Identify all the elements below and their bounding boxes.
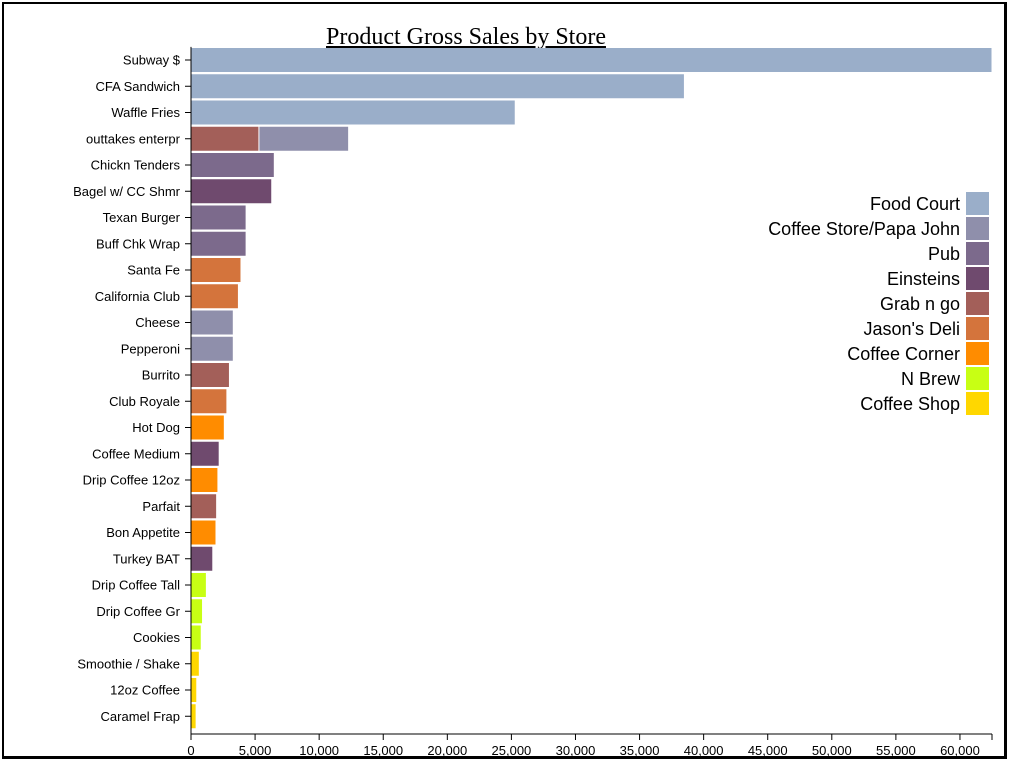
- legend-swatch-coffee-corner: [966, 342, 989, 365]
- bar-santa-fe-jason-s-deli: [191, 258, 241, 282]
- bar-chart: Subway $ CFA Sandwich Waffle Fries outtakes…: [73, 46, 993, 756]
- bar-smoothie-shake-coffee-shop: [191, 651, 199, 676]
- x-tick-label: 40,000: [684, 743, 724, 756]
- y-tick-label: Santa Fe: [127, 263, 180, 278]
- x-tick-label: 55,000: [876, 743, 916, 756]
- bar-subway-food-court: [191, 48, 992, 72]
- x-tick-label: 15,000: [363, 743, 403, 756]
- legend-label-food-court: Food Court: [870, 194, 960, 214]
- y-tick-label: Pepperoni: [121, 341, 180, 356]
- bar-turkey-bat-einsteins: [191, 546, 213, 571]
- bar-texan-burger-pub: [191, 205, 246, 230]
- x-tick-label: 60,000: [940, 743, 980, 756]
- y-tick-label: Turkey BAT: [113, 551, 180, 566]
- bar-drip-coffee-tall-n-brew: [191, 573, 206, 597]
- x-tick-label: 5,000: [239, 743, 272, 756]
- y-tick-label: Parfait: [142, 499, 180, 514]
- x-tick-label: 20,000: [427, 743, 467, 756]
- x-tick-label: 0: [187, 743, 194, 756]
- y-tick-label: Drip Coffee Gr: [96, 604, 180, 619]
- bar-bon-appetite-coffee-corner: [191, 520, 216, 545]
- bars-layer: [191, 48, 992, 729]
- y-tick-label: Waffle Fries: [111, 105, 180, 120]
- y-tick-label: CFA Sandwich: [95, 79, 180, 94]
- y-tick-label: outtakes enterpr: [86, 131, 181, 146]
- y-tick-label: Subway $: [123, 53, 181, 68]
- x-tick-label: 35,000: [620, 743, 660, 756]
- legend-label-coffee-shop: Coffee Shop: [860, 394, 960, 414]
- chart-title: Product Gross Sales by Store: [326, 24, 606, 50]
- y-tick-label: 12oz Coffee: [110, 683, 180, 698]
- bar-parfait-grab-n-go: [191, 494, 217, 519]
- y-tick-label: Hot Dog: [132, 420, 180, 435]
- bar-drip-coffee-12oz-coffee-corner: [191, 468, 218, 492]
- bar-cheese-coffee-store-papa-john: [191, 310, 233, 335]
- bar-club-royale-jason-s-deli: [191, 389, 227, 414]
- bar-burrito-grab-n-go: [191, 363, 229, 387]
- bar-waffle-fries-food-court: [191, 100, 515, 125]
- y-tick-label: California Club: [95, 289, 180, 304]
- y-tick-label: Buff Chk Wrap: [96, 236, 180, 251]
- legend-label-pub: Pub: [928, 244, 960, 264]
- y-tick-label: Burrito: [142, 368, 180, 383]
- legend-swatch-einsteins: [966, 267, 989, 290]
- legend-label-coffee-corner: Coffee Corner: [847, 344, 960, 364]
- bar-california-club-jason-s-deli: [191, 284, 238, 309]
- y-tick-label: Bon Appetite: [106, 525, 180, 540]
- legend-swatch-n-brew: [966, 367, 989, 390]
- x-tick-label: 10,000: [299, 743, 339, 756]
- bar-cfa-sandwich-food-court: [191, 74, 684, 99]
- legend-label-einsteins: Einsteins: [887, 269, 960, 289]
- y-tick-label: Bagel w/ CC Shmr: [73, 184, 181, 199]
- legend-label-n-brew: N Brew: [901, 369, 961, 389]
- x-tick-label: 45,000: [748, 743, 788, 756]
- x-tick-label: 50,000: [812, 743, 852, 756]
- legend-swatch-food-court: [966, 192, 989, 215]
- y-tick-label: Chickn Tenders: [91, 158, 181, 173]
- y-tick-label: Smoothie / Shake: [77, 656, 180, 671]
- y-tick-label: Club Royale: [109, 394, 180, 409]
- bar-caramel-frap-coffee-shop: [191, 704, 196, 729]
- x-axis: 0 5,000 10,000 15,000 20,000 25,000 30,000 35,0…: [187, 733, 993, 756]
- y-tick-label: Cookies: [133, 630, 180, 645]
- x-tick-label: 25,000: [492, 743, 532, 756]
- y-tick-label: Texan Burger: [103, 210, 181, 225]
- bar-chickn-tenders-pub: [191, 153, 274, 177]
- y-axis: Subway $ CFA Sandwich Waffle Fries outtakes…: [73, 46, 192, 734]
- x-tick-label: 30,000: [556, 743, 596, 756]
- legend-label-grab-n-go: Grab n go: [880, 294, 960, 314]
- bar-drip-coffee-gr-n-brew: [191, 599, 203, 624]
- legend-label-jason-s-deli: Jason's Deli: [864, 319, 960, 339]
- bar-cookies-n-brew: [191, 625, 201, 650]
- y-tick-label: Caramel Frap: [101, 709, 180, 724]
- legend-label-coffee-store-papa-john: Coffee Store/Papa John: [768, 219, 960, 239]
- bar-buff-chk-wrap-pub: [191, 231, 246, 256]
- bar-hot-dog-coffee-corner: [191, 415, 224, 440]
- y-tick-label: Coffee Medium: [92, 446, 180, 461]
- bar-coffee-medium-einsteins: [191, 441, 219, 466]
- bar-12oz-coffee-coffee-shop: [191, 678, 197, 702]
- legend-swatch-jason-s-deli: [966, 317, 989, 340]
- y-tick-label: Drip Coffee 12oz: [83, 473, 180, 488]
- y-tick-label: Drip Coffee Tall: [92, 578, 181, 593]
- legend-swatch-grab-n-go: [966, 292, 989, 315]
- bar-pepperoni-coffee-store-papa-john: [191, 336, 233, 361]
- legend-swatch-pub: [966, 242, 989, 265]
- legend-swatch-coffee-store-papa-john: [966, 217, 989, 240]
- legend-swatch-coffee-shop: [966, 392, 989, 415]
- bar-bagel-w-cc-shmr-einsteins: [191, 179, 272, 204]
- y-tick-label: Cheese: [135, 315, 180, 330]
- legend: Food Court Coffee Store/Papa John Pub Einst…: [768, 192, 989, 415]
- bar-outtakes-enterpr-coffee-store-papa-john: [259, 126, 349, 151]
- bar-outtakes-enterpr-grab-n-go: [191, 126, 259, 151]
